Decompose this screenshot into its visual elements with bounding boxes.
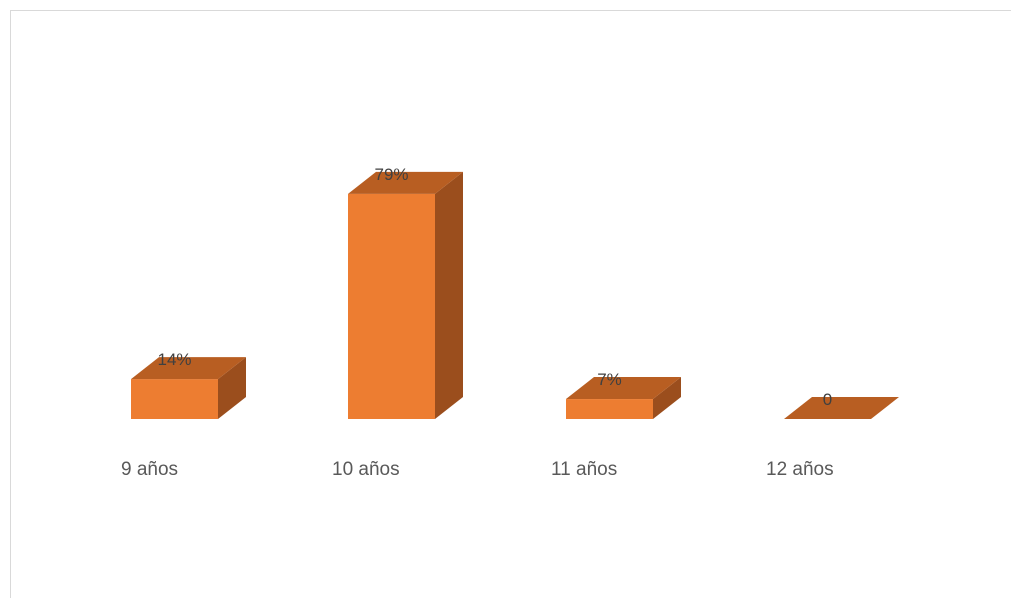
bar-top-4: [784, 397, 899, 419]
data-label-4: 0: [823, 390, 832, 409]
category-label-4: 12 años: [766, 459, 834, 480]
chart-frame: [10, 10, 1011, 598]
bar-side-3: [653, 377, 681, 419]
bar-top-3: [566, 377, 681, 400]
data-label-2: 79%: [374, 165, 408, 184]
data-label-3: 7%: [597, 370, 622, 389]
data-label-1: 14%: [157, 350, 191, 369]
bar-top-1: [131, 357, 246, 380]
bar-front-3: [566, 399, 653, 419]
bar-front-2: [348, 193, 435, 419]
category-label-3: 11 años: [551, 459, 617, 480]
bar-front-1: [131, 379, 218, 419]
bar-side-1: [218, 357, 246, 419]
bar-side-2: [435, 171, 463, 419]
category-label-2: 10 años: [332, 459, 400, 480]
category-label-1: 9 años: [121, 459, 178, 480]
bar-top-2: [348, 171, 463, 194]
